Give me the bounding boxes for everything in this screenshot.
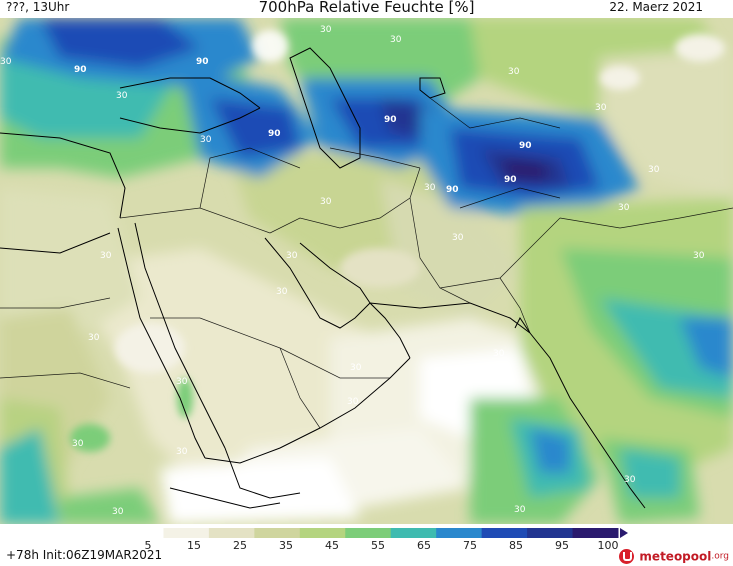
scale-segment xyxy=(481,528,528,538)
scale-segment xyxy=(527,528,574,538)
humidity-detail xyxy=(70,30,725,452)
scale-segment xyxy=(345,528,392,538)
contour-label-30: 30 xyxy=(347,397,359,407)
scale-tick-label: 65 xyxy=(417,539,431,552)
contour-label-30: 30 xyxy=(176,377,188,387)
scale-tick-label: 25 xyxy=(233,539,247,552)
contour-label-30: 30 xyxy=(320,25,332,35)
scale-tick-label: 5 xyxy=(144,539,152,552)
contour-label-30: 30 xyxy=(618,203,630,213)
contour-label-30: 30 xyxy=(693,251,705,261)
contour-label-30: 30 xyxy=(176,447,188,457)
contour-label-90: 90 xyxy=(504,175,517,185)
contour-label-90: 90 xyxy=(519,141,532,151)
scale-segment xyxy=(390,528,437,538)
scale-tick-label: 75 xyxy=(463,539,477,552)
forecast-info: +78h Init:06Z19MAR2021 xyxy=(6,548,162,562)
date-label: 22. Maerz 2021 xyxy=(609,0,703,14)
map-title: 700hPa Relative Feuchte [%] xyxy=(258,0,475,16)
contour-label-30: 30 xyxy=(100,251,112,261)
humidity-map: 30 30 30 30 30 30 30 30 30 30 30 30 30 3… xyxy=(0,18,733,524)
contour-label-30: 30 xyxy=(200,135,212,145)
contour-label-30: 30 xyxy=(434,393,446,403)
scale-segment xyxy=(254,528,301,538)
logo-text: meteopool xyxy=(639,549,712,564)
scale-tick-label: 85 xyxy=(509,539,523,552)
contour-label-30: 30 xyxy=(320,197,332,207)
logo-suffix: .org xyxy=(711,551,729,562)
contour-label-90: 90 xyxy=(74,65,87,75)
scale-segment xyxy=(299,528,346,538)
contour-label-30: 30 xyxy=(286,251,298,261)
contour-label-30: 30 xyxy=(514,505,526,515)
contour-label-30: 30 xyxy=(452,233,464,243)
contour-label-30: 30 xyxy=(624,475,636,485)
init-time: Init:06Z19MAR2021 xyxy=(42,548,163,562)
contour-label-30: 30 xyxy=(88,333,100,343)
meteopool-logo-icon xyxy=(619,549,635,564)
scale-segment xyxy=(118,528,164,538)
contour-label-30: 30 xyxy=(424,183,436,193)
scale-tick-label: 35 xyxy=(279,539,293,552)
contour-label-30: 30 xyxy=(350,363,362,373)
scale-tick-label: 95 xyxy=(555,539,569,552)
contour-label-30: 30 xyxy=(276,287,288,297)
scale-tick-label: 45 xyxy=(325,539,339,552)
contour-labels: 30 30 30 30 30 30 30 30 30 30 30 30 30 3… xyxy=(0,25,705,517)
valid-time-label: ???, 13Uhr xyxy=(6,0,70,14)
contour-label-30: 30 xyxy=(493,349,505,359)
contour-label-90: 90 xyxy=(196,57,209,67)
contour-label-90: 90 xyxy=(268,129,281,139)
forecast-hour: +78h xyxy=(6,548,39,562)
legend-area: 5 15 25 35 45 55 65 75 85 95 100 +78h Init:06Z19MA… xyxy=(0,524,733,566)
header-bar: ???, 13Uhr 700hPa Relative Feuchte [%] 2… xyxy=(0,0,733,18)
contour-label-30: 30 xyxy=(72,439,84,449)
scale-arrow-icon xyxy=(620,528,628,538)
color-scale-bar xyxy=(118,528,628,538)
scale-tick-label: 15 xyxy=(187,539,201,552)
contour-label-30: 30 xyxy=(390,35,402,45)
scale-segment xyxy=(572,528,619,538)
contour-label-30: 30 xyxy=(116,91,128,101)
contour-label-30: 30 xyxy=(508,67,520,77)
meteopool-logo: meteopool.org xyxy=(619,546,729,564)
scale-tick-label: 100 xyxy=(597,539,619,552)
scale-tick-label: 55 xyxy=(371,539,385,552)
scale-segment xyxy=(436,528,483,538)
contour-label-90: 90 xyxy=(446,185,459,195)
contour-label-30: 30 xyxy=(648,165,660,175)
contour-label-30: 30 xyxy=(112,507,124,517)
scale-segment xyxy=(163,528,210,538)
borders xyxy=(0,97,733,429)
contour-label-30: 30 xyxy=(0,57,12,67)
scale-segment xyxy=(208,528,255,538)
contour-label-90: 90 xyxy=(384,115,397,125)
contour-label-30: 30 xyxy=(595,103,607,113)
